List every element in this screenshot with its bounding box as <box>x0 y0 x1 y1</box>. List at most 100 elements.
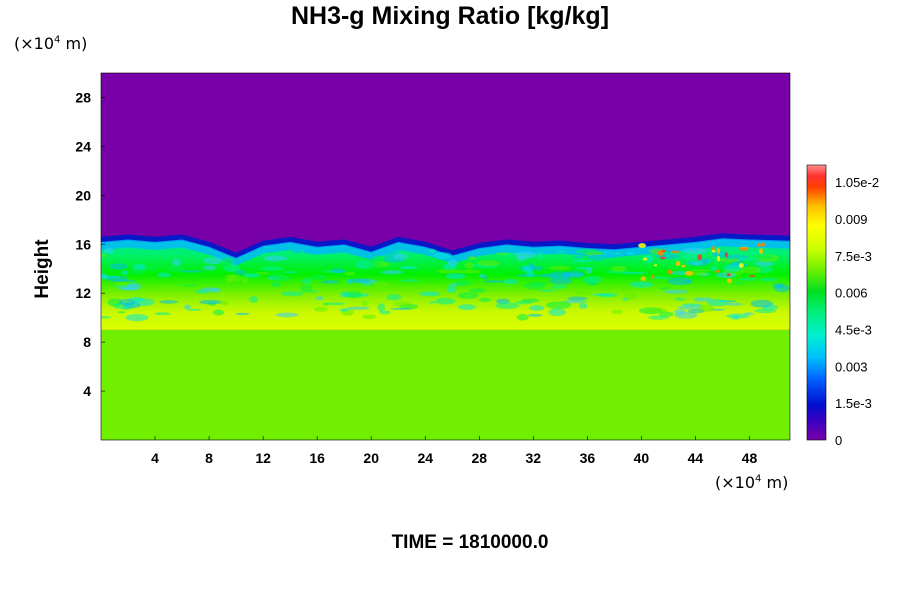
field-texture <box>373 281 390 287</box>
field-hotspot <box>675 261 681 267</box>
field-texture <box>421 284 444 292</box>
field-texture <box>482 276 489 280</box>
field-texture <box>684 259 703 263</box>
field-texture <box>536 251 543 260</box>
x-tick-label: 28 <box>471 450 487 466</box>
field-texture <box>157 272 171 278</box>
field-texture <box>458 269 482 274</box>
mixing-ratio-field <box>101 73 790 440</box>
field-texture <box>579 303 588 309</box>
field-texture <box>154 312 171 316</box>
field-texture <box>574 287 593 296</box>
x-tick-label: 16 <box>309 450 325 466</box>
field-hotspot <box>724 252 729 258</box>
field-texture <box>121 270 129 276</box>
field-hotspot <box>726 273 731 277</box>
y-tick-label: 28 <box>75 89 91 105</box>
field-texture <box>562 271 572 280</box>
field-texture <box>263 255 288 262</box>
field-texture <box>118 298 135 306</box>
field-texture <box>199 299 223 305</box>
field-texture <box>117 311 126 314</box>
field-texture <box>316 296 324 301</box>
field-texture <box>436 269 462 274</box>
x-tick-label: 44 <box>688 450 704 466</box>
field-texture <box>125 314 149 322</box>
field-texture <box>576 267 594 270</box>
field-texture <box>235 312 250 316</box>
field-hotspot <box>739 247 749 251</box>
field-texture <box>301 278 312 285</box>
field-texture <box>548 308 566 317</box>
chart-title: NH3-g Mixing Ratio [kg/kg] <box>290 2 610 30</box>
field-texture <box>381 270 403 275</box>
field-hotspot <box>685 270 694 276</box>
colorbar-tick-label: 7.5e-3 <box>835 249 872 264</box>
colorbar-tick-label: 0.006 <box>835 286 868 301</box>
field-hotspot <box>711 246 715 251</box>
field-hotspot <box>716 248 721 254</box>
field-texture <box>585 263 592 266</box>
field-texture <box>282 271 299 274</box>
field-texture <box>583 275 603 284</box>
field-texture <box>448 259 458 267</box>
colorbar-tick-label: 0.009 <box>835 212 868 227</box>
y-tick-label: 20 <box>75 187 91 203</box>
field-texture <box>111 279 137 282</box>
field-texture <box>428 301 436 304</box>
field-texture <box>347 278 370 284</box>
y-tick-label: 12 <box>75 285 91 301</box>
field-texture <box>445 273 466 280</box>
field-texture <box>587 254 607 261</box>
field-texture <box>313 306 328 312</box>
field-texture <box>377 249 400 257</box>
field-texture <box>435 297 456 305</box>
field-texture <box>605 250 616 259</box>
field-texture <box>260 266 284 271</box>
field-texture <box>464 262 475 269</box>
field-texture <box>321 280 340 284</box>
field-hotspot <box>638 243 646 248</box>
field-hotspot <box>711 250 716 253</box>
field-texture <box>710 265 717 272</box>
region-lower <box>101 329 790 440</box>
field-hotspot <box>653 264 658 267</box>
field-texture <box>399 279 420 282</box>
field-texture <box>526 269 534 278</box>
plot-frame <box>100 72 791 441</box>
field-texture <box>699 258 714 263</box>
colorbar-tick-label: 0 <box>835 433 842 448</box>
field-texture <box>159 300 179 304</box>
field-texture <box>539 273 558 278</box>
field-texture <box>658 311 674 317</box>
field-texture <box>165 265 186 272</box>
field-texture <box>674 311 698 319</box>
x-axis-unit: (×104 m) <box>715 473 789 492</box>
field-texture <box>326 302 346 306</box>
field-hotspot <box>726 278 732 284</box>
field-hotspot <box>681 264 686 268</box>
x-tick-label: 4 <box>151 450 159 466</box>
field-texture <box>187 308 202 311</box>
x-axis-ticks: 4 8 12 16 20 24 28 32 36 40 44 48 <box>151 436 757 466</box>
field-texture <box>573 255 584 259</box>
x-tick-label: 24 <box>417 450 433 466</box>
field-texture <box>673 297 686 301</box>
field-texture <box>101 316 111 319</box>
field-texture <box>256 272 271 275</box>
field-texture <box>276 275 291 282</box>
field-texture <box>360 301 369 306</box>
field-texture <box>275 312 299 318</box>
region-transition-cyan <box>101 238 790 266</box>
field-texture <box>428 248 437 253</box>
field-texture <box>754 261 774 267</box>
field-texture <box>386 294 402 301</box>
field-texture <box>344 271 356 276</box>
field-texture <box>281 291 304 297</box>
field-texture <box>623 292 638 300</box>
field-texture <box>750 299 773 308</box>
field-texture <box>468 288 487 293</box>
field-texture <box>530 281 547 287</box>
field-texture <box>172 258 182 267</box>
